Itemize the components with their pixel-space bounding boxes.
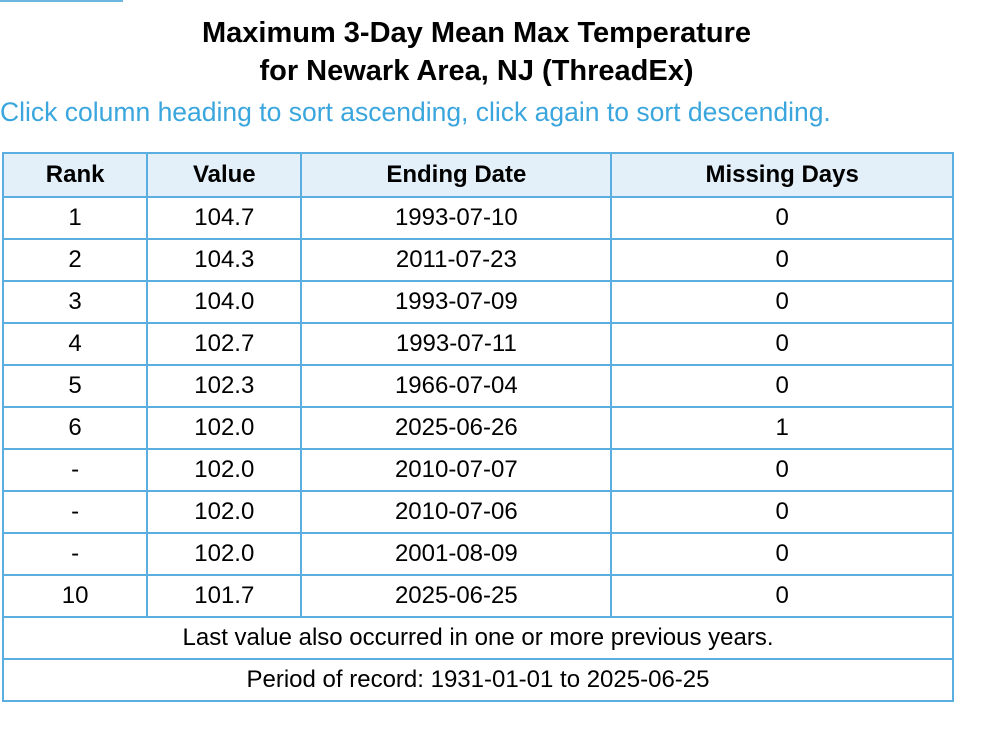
table-row: 5 102.3 1966-07-04 0 (1, 364, 954, 408)
cell-missing-days: 0 (610, 490, 954, 534)
table-row: -102.0 2010-07-07 0 (1, 448, 954, 492)
cell-missing-days: 0 (610, 196, 954, 240)
footnote-row: Last value also occurred in one or more … (2, 616, 954, 660)
cell-value: 102.0 (146, 532, 303, 576)
cell-ending-date: 1993-07-11 (300, 322, 613, 366)
cell-ending-date: 2001-08-09 (300, 532, 613, 576)
cell-ending-date: 2010-07-07 (300, 448, 613, 492)
cell-rank: 10 (1, 574, 149, 618)
cell-missing-days: 0 (610, 574, 954, 618)
cell-rank: 1 (1, 196, 149, 240)
table-row: 2 104.3 2011-07-23 0 (1, 238, 954, 282)
table-row: 3 104.0 1993-07-09 0 (1, 280, 954, 324)
cell-rank: - (1, 532, 149, 576)
table-row: 6 102.0 2025-06-26 1 (1, 406, 954, 450)
table-row: -102.0 2010-07-06 0 (1, 490, 954, 534)
page-title: Maximum 3-Day Mean Max Temperature for N… (0, 14, 953, 90)
cell-ending-date: 2025-06-26 (300, 406, 613, 450)
cell-value: 102.7 (146, 322, 303, 366)
cell-value: 104.7 (146, 196, 303, 240)
cell-missing-days: 0 (610, 364, 954, 408)
cell-ending-date: 2011-07-23 (300, 238, 613, 282)
table-row: -102.0 2001-08-09 0 (1, 532, 954, 576)
cell-rank: - (1, 490, 149, 534)
cell-ending-date: 1966-07-04 (300, 364, 613, 408)
cell-ending-date: 2025-06-25 (300, 574, 613, 618)
cell-rank: 6 (1, 406, 149, 450)
cell-rank: 3 (1, 280, 149, 324)
cell-missing-days: 0 (610, 322, 954, 366)
top-accent-bar (0, 0, 123, 2)
period-of-record-row: Period of record: 1931-01-01 to 2025-06-… (2, 658, 954, 702)
cell-ending-date: 1993-07-10 (300, 196, 613, 240)
column-header-missing-days[interactable]: Missing Days (610, 152, 954, 198)
table-row: 10 101.7 2025-06-25 0 (1, 574, 954, 618)
column-header-ending-date[interactable]: Ending Date (300, 152, 613, 198)
column-header-rank[interactable]: Rank (1, 152, 149, 198)
cell-value: 102.0 (146, 448, 303, 492)
title-line-1: Maximum 3-Day Mean Max Temperature (201, 17, 752, 49)
cell-missing-days: 0 (610, 280, 954, 324)
table-row: 1 104.7 1993-07-10 0 (1, 196, 954, 240)
cell-missing-days: 1 (610, 406, 954, 450)
cell-ending-date: 1993-07-09 (300, 280, 613, 324)
title-line-2: for Newark Area, NJ (ThreadEx) (259, 55, 694, 87)
cell-value: 104.3 (146, 238, 303, 282)
cell-rank: 2 (1, 238, 149, 282)
cell-value: 101.7 (146, 574, 303, 618)
cell-missing-days: 0 (610, 532, 954, 576)
cell-rank: 4 (1, 322, 149, 366)
cell-value: 102.0 (146, 406, 303, 450)
cell-value: 102.0 (146, 490, 303, 534)
rankings-table: Rank Value Ending Date Missing Days 1 104… (1, 152, 954, 702)
cell-rank: - (1, 448, 149, 492)
footnote-text: Last value also occurred in one or more … (2, 616, 954, 660)
column-header-value[interactable]: Value (146, 152, 303, 198)
cell-ending-date: 2010-07-06 (300, 490, 613, 534)
cell-value: 102.3 (146, 364, 303, 408)
table-body: 1 104.7 1993-07-10 0 2 104.3 2011-07-23 0 3 104.0… (1, 196, 954, 618)
cell-value: 104.0 (146, 280, 303, 324)
sort-hint: Click column heading to sort ascending, … (0, 97, 831, 127)
table-header-row: Rank Value Ending Date Missing Days (1, 152, 954, 198)
cell-missing-days: 0 (610, 238, 954, 282)
cell-missing-days: 0 (610, 448, 954, 492)
table-row: 4 102.7 1993-07-11 0 (1, 322, 954, 366)
cell-rank: 5 (1, 364, 149, 408)
period-of-record-text: Period of record: 1931-01-01 to 2025-06-… (2, 658, 954, 702)
